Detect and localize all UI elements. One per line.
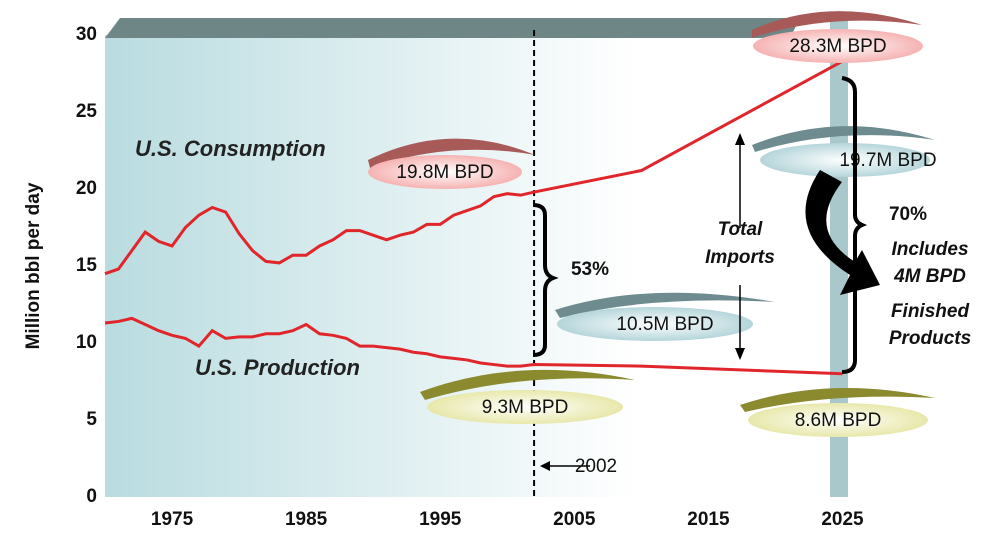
x-tick-label: 2005	[553, 509, 596, 530]
y-tick-label: 20	[76, 178, 97, 199]
bubble: 10.5M BPD	[555, 292, 775, 341]
series-label: U.S. Production	[195, 355, 360, 380]
y-tick-label: 25	[76, 101, 98, 122]
annotation: 70%	[889, 204, 927, 225]
annotation: 4M BPD	[893, 266, 966, 287]
annotation: Products	[889, 328, 971, 349]
bubble: 9.3M BPD	[420, 369, 635, 424]
bubble: 19.8M BPD	[368, 138, 535, 189]
brace	[841, 76, 868, 374]
series-line	[104, 316, 843, 376]
marker-label: 2002	[575, 456, 617, 477]
y-tick-label: 0	[86, 486, 97, 507]
bubble: 28.3M BPD	[752, 11, 923, 63]
bubble: 19.7M BPD	[752, 126, 937, 177]
x-tick-label: 1975	[151, 509, 194, 530]
top-bar	[105, 18, 800, 38]
x-tick-label: 2015	[687, 509, 730, 530]
y-axis-label: Million bbl per day	[23, 182, 44, 349]
annotation: Includes	[891, 239, 968, 260]
y-tick-label: 15	[76, 255, 98, 276]
annotation: Total	[718, 219, 763, 240]
x-tick-label: 2025	[821, 509, 864, 530]
bubble-label: 28.3M BPD	[789, 36, 886, 57]
bubble-label: 8.6M BPD	[795, 410, 882, 431]
annotation: Finished	[891, 301, 970, 322]
arrow-head	[735, 348, 745, 360]
x-tick-label: 1995	[419, 509, 462, 530]
series-label: U.S. Consumption	[135, 136, 326, 161]
bubble: 8.6M BPD	[740, 388, 935, 437]
arrow-head	[540, 461, 550, 471]
y-tick-label: 10	[76, 332, 97, 353]
brace	[532, 203, 559, 357]
y-tick-label: 5	[86, 409, 97, 430]
bubble-label: 9.3M BPD	[482, 397, 569, 418]
curved-arrow	[805, 170, 880, 295]
series-line	[104, 59, 844, 276]
arrow-head	[735, 133, 745, 145]
annotation: Imports	[705, 247, 775, 268]
bubble-label: 19.7M BPD	[839, 150, 936, 171]
bubble-label: 10.5M BPD	[616, 314, 713, 335]
y-tick-label: 30	[76, 24, 97, 45]
x-tick-label: 1985	[285, 509, 328, 530]
bubble-label: 19.8M BPD	[396, 162, 493, 183]
annotation: 53%	[571, 259, 609, 280]
